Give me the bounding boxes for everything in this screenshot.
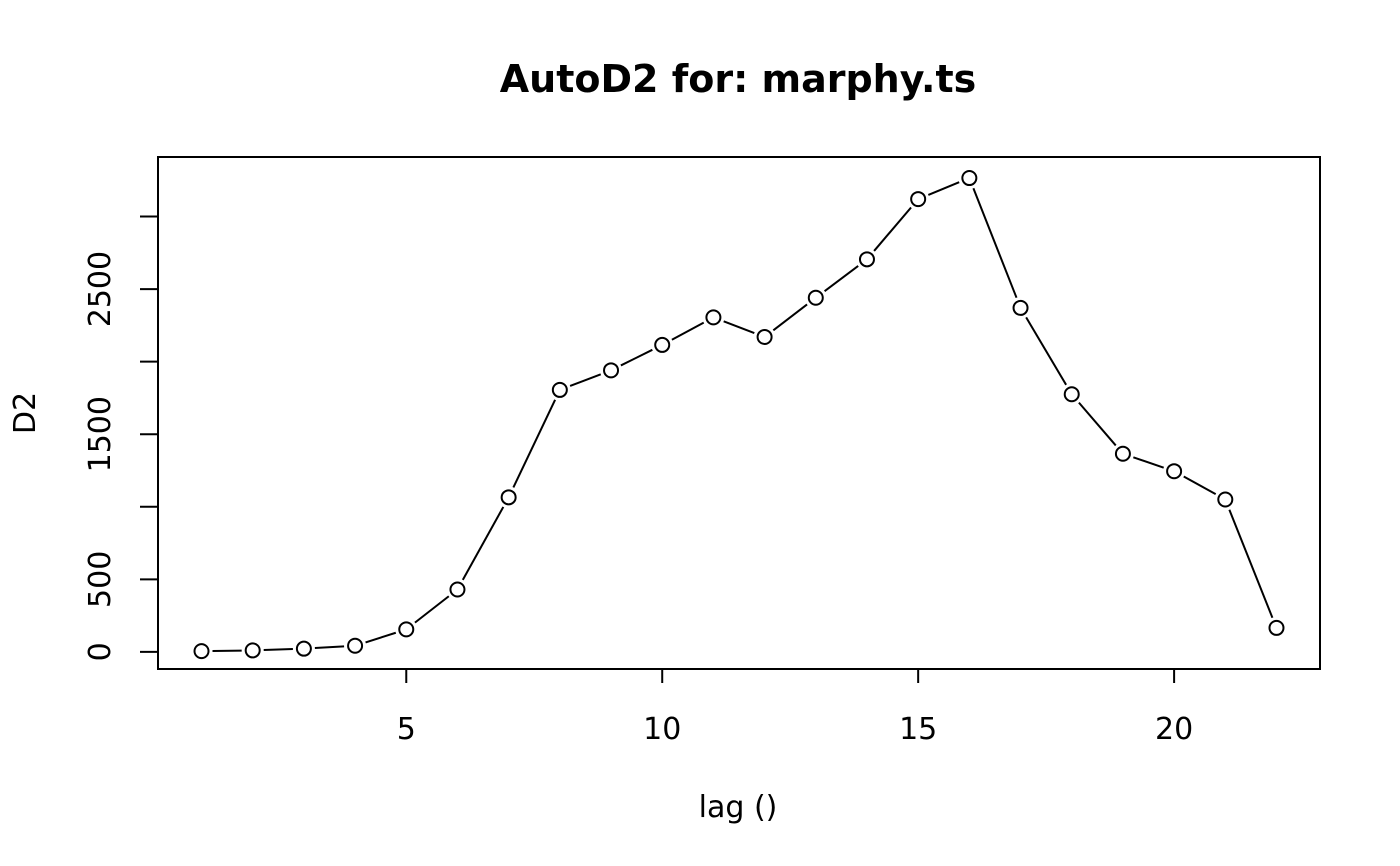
series-segment [461,506,505,581]
series-segment [365,631,397,644]
data-point [244,642,261,659]
series-segment [823,265,859,292]
x-tick-label: 15 [899,712,937,747]
data-point [1166,463,1183,480]
data-point [1114,445,1131,462]
data-point [1063,386,1080,403]
y-tick-label: 2500 [83,251,118,327]
data-point [449,581,466,598]
data-point [756,328,773,345]
series-segment [772,303,808,332]
series-segment [314,645,345,650]
data-point [398,621,415,638]
data-point [347,637,364,654]
series-segment [1025,316,1067,386]
y-tick-label: 1500 [83,396,118,472]
plot-frame [157,156,1321,670]
y-tick-label: 0 [83,642,118,661]
series-segment [1183,475,1217,496]
series-segment [512,399,557,488]
data-point [858,251,875,268]
data-point [1012,299,1029,316]
chart-title: AutoD2 for: marphy.ts [500,57,976,101]
series-segment [723,320,755,334]
data-point [910,191,927,208]
data-point [1217,491,1234,508]
x-axis: 5 10 15 20 [397,668,1193,747]
series-segment [873,206,912,252]
data-point [603,362,620,379]
series-segment [1228,509,1274,619]
series-segment [620,348,653,367]
x-axis-label: lag () [699,790,778,825]
y-axis: 0 500 1500 2500 [83,215,159,661]
data-point [705,309,722,326]
data-point [500,489,517,506]
series-segment [1133,456,1165,469]
data-point [551,381,568,398]
series-points [193,170,1285,660]
series-segment [927,181,960,196]
series-segment [414,595,450,624]
y-axis-label: D2 [8,392,43,434]
series-segment [671,321,705,341]
x-tick-label: 5 [397,712,416,747]
data-point [807,289,824,306]
series-lines [212,181,1274,652]
data-point [1268,619,1285,636]
series-segment [569,373,602,387]
data-point [961,170,978,187]
data-point [295,640,312,657]
y-tick-label: 500 [83,551,118,608]
x-tick-label: 10 [643,712,681,747]
series-segment [972,187,1018,299]
series-segment [1078,401,1117,447]
x-tick-label: 20 [1155,712,1193,747]
data-point [193,643,210,660]
series-segment [263,648,293,652]
data-point [654,336,671,353]
